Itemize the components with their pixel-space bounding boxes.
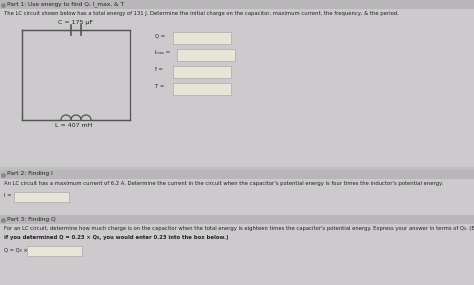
Text: f =: f =: [155, 67, 163, 72]
Bar: [173, 32, 231, 44]
Text: Part 1: Use energy to find Q, I_max, & T: Part 1: Use energy to find Q, I_max, & T: [7, 1, 124, 7]
Bar: [0, 215, 474, 224]
Text: Part 3: Finding Q: Part 3: Finding Q: [7, 217, 55, 221]
Bar: [27, 246, 82, 256]
Bar: [0, 224, 474, 285]
Text: For an LC circuit, determine how much charge is on the capacitor when the total : For an LC circuit, determine how much ch…: [4, 226, 474, 231]
Bar: [177, 49, 235, 61]
Text: Q = Q₀ ×: Q = Q₀ ×: [4, 247, 28, 252]
Text: C = 175 μF: C = 175 μF: [58, 20, 93, 25]
Text: L = 407 mH: L = 407 mH: [55, 123, 92, 128]
Text: An LC circuit has a maximum current of 6.2 A. Determine the current in the circu: An LC circuit has a maximum current of 6…: [4, 181, 443, 186]
Text: if you determined Q = 0.23 × Q₀, you would enter 0.23 into the box below.): if you determined Q = 0.23 × Q₀, you wou…: [4, 235, 228, 240]
Bar: [14, 192, 69, 202]
Text: T =: T =: [155, 84, 164, 89]
Bar: [0, 9, 474, 167]
Bar: [0, 0, 474, 9]
Text: Q =: Q =: [155, 33, 165, 38]
Text: The LC circuit shown below has a total energy of 131 J. Determine the initial ch: The LC circuit shown below has a total e…: [4, 11, 399, 17]
Bar: [0, 179, 474, 217]
Bar: [173, 83, 231, 95]
Text: Iₘₐₓ =: Iₘₐₓ =: [155, 50, 170, 55]
Text: Part 2: Finding I: Part 2: Finding I: [7, 172, 53, 176]
Bar: [173, 66, 231, 78]
Bar: [0, 170, 474, 179]
Text: I =: I =: [4, 193, 11, 198]
